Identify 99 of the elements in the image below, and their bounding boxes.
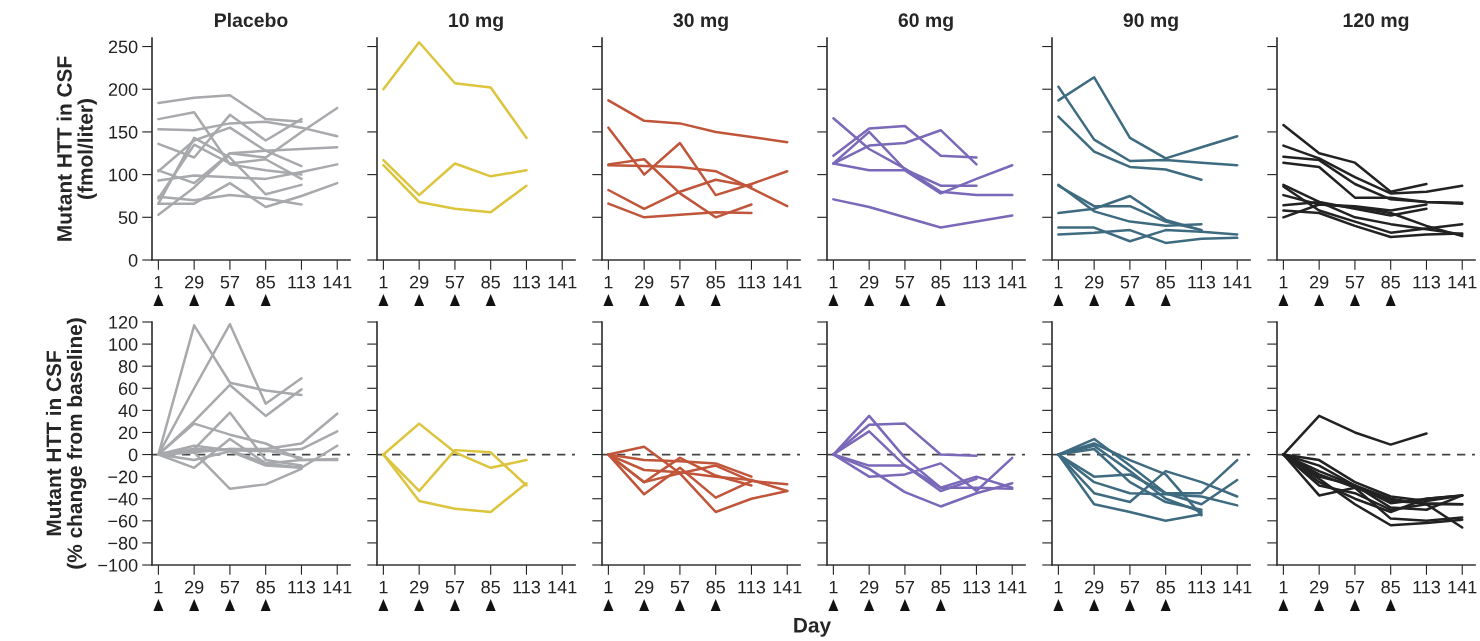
- x-axis-title: Day: [794, 618, 831, 637]
- x-tick-label: 113: [513, 580, 541, 594]
- x-tick-label: 113: [963, 580, 991, 594]
- x-tick-label: 113: [288, 275, 316, 289]
- x-tick-label: 141: [1448, 275, 1477, 289]
- x-tick-label: 57: [670, 580, 690, 594]
- y-tick-label: 60: [118, 382, 138, 395]
- y-axis-title: Mutant HTT in CSF (fmol/liter): [56, 56, 97, 241]
- y-tick-label: 100: [109, 168, 138, 182]
- y-tick-label: −80: [108, 536, 138, 550]
- x-tick-label: 113: [288, 580, 316, 594]
- y-tick-label: −20: [108, 470, 138, 484]
- x-tick-label: 113: [963, 275, 991, 289]
- x-tick-label: 29: [410, 275, 429, 289]
- x-tick-label: 141: [773, 580, 802, 594]
- x-tick-label: 113: [1188, 275, 1216, 289]
- x-tick-label: 85: [481, 275, 500, 289]
- y-tick-label: 40: [118, 404, 138, 418]
- x-tick-label: 141: [323, 275, 352, 289]
- y-tick-label: 120: [109, 315, 138, 329]
- y-tick-label: −40: [108, 492, 138, 506]
- x-tick-label: 57: [670, 275, 690, 289]
- x-tick-label: 85: [1381, 275, 1400, 289]
- x-tick-label: 57: [1120, 275, 1140, 289]
- chart-title: 60 mg: [898, 13, 953, 32]
- x-tick-label: 57: [445, 275, 465, 289]
- x-tick-label: 85: [706, 275, 725, 289]
- x-tick-label: 29: [1085, 275, 1104, 289]
- x-tick-label: 85: [706, 580, 725, 594]
- x-tick-label: 1: [604, 580, 613, 594]
- x-tick-label: 1: [154, 275, 163, 289]
- chart-title: 10 mg: [449, 13, 503, 32]
- x-tick-label: 57: [220, 580, 240, 594]
- y-tick-label: 20: [118, 426, 138, 440]
- x-tick-label: 29: [185, 275, 204, 289]
- chart-title: 30 mg: [673, 13, 728, 32]
- x-tick-label: 29: [185, 580, 204, 594]
- x-tick-label: 57: [895, 580, 915, 594]
- x-tick-label: 141: [1448, 580, 1477, 594]
- x-tick-label: 113: [513, 275, 541, 289]
- y-tick-label: 250: [108, 40, 138, 54]
- chart-title: Placebo: [215, 12, 288, 28]
- x-tick-label: 141: [998, 275, 1027, 289]
- x-tick-label: 57: [1345, 580, 1365, 594]
- y-tick-label: 0: [128, 253, 138, 267]
- x-tick-label: 57: [445, 580, 465, 594]
- x-tick-label: 29: [860, 580, 879, 594]
- x-tick-label: 29: [1310, 275, 1329, 289]
- x-tick-label: 57: [1120, 580, 1140, 594]
- chart-title: 90 mg: [1123, 13, 1178, 32]
- x-tick-label: 85: [256, 275, 275, 289]
- x-tick-label: 29: [1085, 580, 1104, 594]
- x-tick-label: 141: [323, 580, 352, 594]
- x-tick-label: 1: [829, 275, 838, 289]
- x-tick-label: 1: [1054, 580, 1063, 594]
- x-tick-label: 85: [256, 580, 275, 594]
- x-tick-label: 113: [738, 580, 766, 594]
- x-tick-label: 1: [379, 275, 388, 289]
- x-tick-label: 1: [1279, 580, 1288, 594]
- y-tick-label: −60: [108, 514, 138, 528]
- x-tick-label: 1: [604, 275, 613, 289]
- x-tick-label: 113: [1188, 580, 1216, 594]
- x-tick-label: 85: [1156, 580, 1175, 594]
- x-tick-label: 85: [1381, 580, 1400, 594]
- x-tick-label: 141: [548, 580, 577, 594]
- y-axis-title: Mutant HTT in CSF (% change from baseline): [45, 318, 87, 569]
- x-tick-label: 29: [860, 275, 879, 289]
- x-tick-label: 1: [154, 580, 163, 594]
- x-tick-label: 1: [379, 580, 388, 594]
- y-tick-label: 150: [109, 125, 138, 139]
- x-tick-label: 1: [829, 580, 838, 594]
- x-tick-label: 29: [1310, 580, 1329, 594]
- x-tick-label: 141: [1223, 275, 1252, 289]
- y-tick-label: 100: [109, 338, 138, 351]
- x-tick-label: 141: [1223, 580, 1252, 594]
- y-tick-label: 50: [118, 211, 138, 225]
- x-tick-label: 141: [548, 275, 577, 289]
- x-tick-label: 1: [1054, 275, 1063, 289]
- x-tick-label: 113: [1413, 580, 1441, 594]
- y-tick-label: 0: [128, 448, 138, 462]
- x-tick-label: 85: [1156, 275, 1175, 289]
- x-tick-label: 141: [998, 580, 1027, 594]
- x-tick-label: 85: [931, 580, 950, 594]
- y-tick-label: −100: [98, 558, 138, 572]
- x-tick-label: 85: [931, 275, 950, 289]
- x-tick-label: 57: [895, 275, 915, 289]
- x-tick-label: 113: [738, 275, 766, 289]
- x-tick-label: 85: [481, 580, 500, 594]
- y-tick-label: 80: [118, 360, 138, 373]
- x-tick-label: 1: [1279, 275, 1288, 289]
- y-tick-label: 200: [108, 83, 138, 96]
- x-tick-label: 57: [1345, 275, 1365, 289]
- x-tick-label: 29: [635, 275, 654, 289]
- x-tick-label: 113: [1413, 275, 1441, 289]
- chart-title: 120 mg: [1343, 13, 1409, 32]
- x-tick-label: 141: [773, 275, 802, 289]
- x-tick-label: 29: [635, 580, 654, 594]
- x-tick-label: 29: [410, 580, 429, 594]
- x-tick-label: 57: [220, 275, 240, 289]
